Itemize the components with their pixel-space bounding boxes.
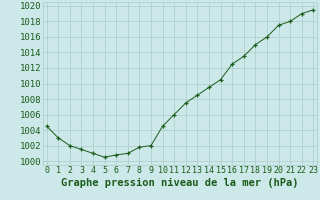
X-axis label: Graphe pression niveau de la mer (hPa): Graphe pression niveau de la mer (hPa) (61, 178, 299, 188)
